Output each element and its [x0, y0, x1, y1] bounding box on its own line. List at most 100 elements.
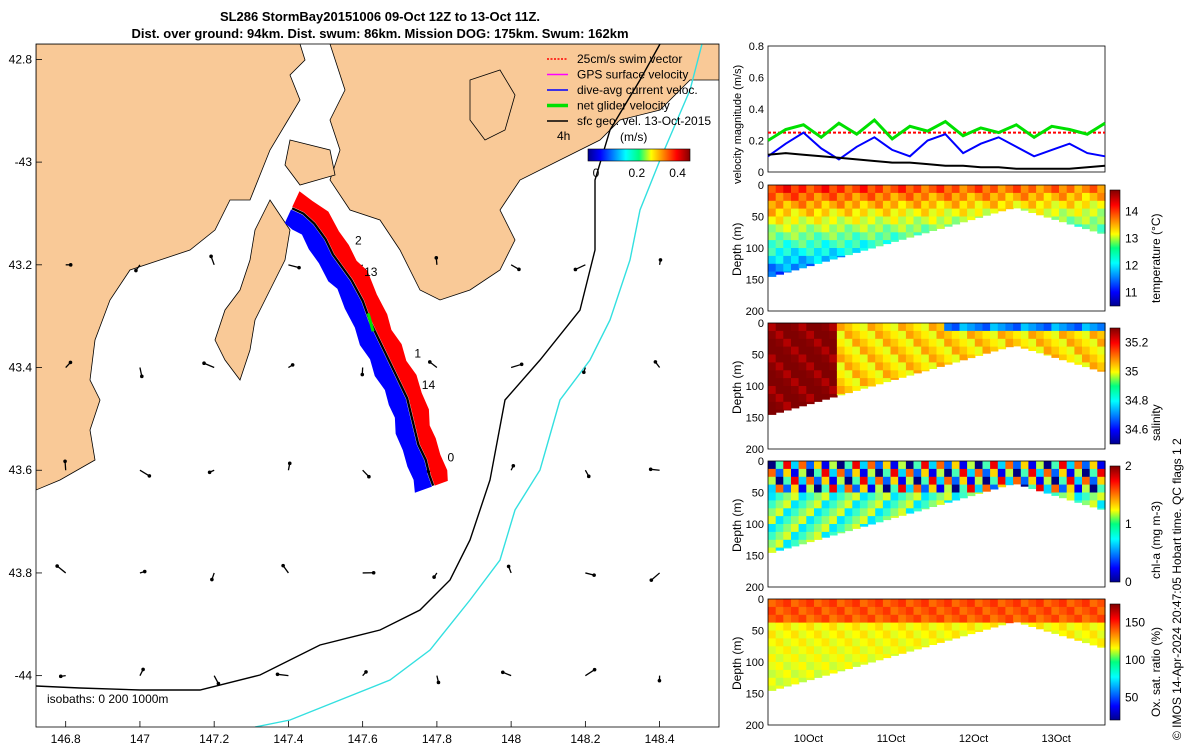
profile-cell — [867, 622, 876, 632]
profile-cell — [783, 232, 792, 241]
profile-cell — [1066, 330, 1075, 340]
profile-cell — [775, 677, 784, 687]
profile-cell — [829, 248, 838, 257]
profile-cell — [814, 255, 823, 264]
profile-cell — [1097, 346, 1106, 356]
profile-cell — [768, 393, 777, 403]
profile-cell — [821, 232, 830, 241]
profile-cell — [890, 323, 899, 332]
sfc-velocity-arrow — [585, 669, 595, 677]
profile-cell — [890, 362, 899, 371]
profile-cell — [890, 330, 899, 340]
profile-cell — [783, 476, 792, 486]
profile-cell — [974, 192, 984, 202]
sfc-velocity-arrow-head — [573, 267, 578, 272]
profile-cell — [967, 216, 976, 221]
profile-cell — [967, 354, 976, 359]
map-x-tick-label: 147.8 — [422, 732, 452, 746]
profile-cell — [798, 638, 807, 647]
isobath-1000m — [254, 44, 703, 727]
profile-cell — [768, 646, 777, 655]
profile-cell — [890, 630, 899, 639]
profile-cell — [791, 224, 800, 233]
profile-cell — [1043, 200, 1052, 210]
profile-cell — [1013, 476, 1022, 485]
profile-cell — [967, 461, 976, 470]
profile-cell — [982, 606, 991, 616]
velocity-series-line — [767, 152, 1106, 170]
depth-tick-label: 150 — [746, 275, 764, 287]
profile-cell — [974, 630, 984, 632]
profile-cell — [1097, 484, 1106, 494]
profile-cell — [1036, 614, 1045, 624]
profile-cell — [898, 208, 907, 218]
profile-cell — [791, 606, 800, 616]
profile-cell — [913, 232, 922, 236]
sfc-velocity-arrow-head — [648, 467, 653, 472]
profile-cell — [836, 662, 846, 671]
velocity-panel-frame — [767, 45, 1106, 173]
profile-cell — [936, 599, 945, 608]
profile-cell — [859, 599, 869, 608]
profile-cell — [951, 614, 961, 624]
profile-cell — [821, 240, 830, 249]
profile-cell — [1089, 622, 1098, 632]
profile-cell — [944, 492, 953, 501]
profile-cell — [913, 346, 922, 356]
profile-cell — [775, 386, 784, 395]
profile-cell — [944, 468, 953, 478]
sfc-velocity-arrow-head — [517, 267, 521, 272]
profile-cell — [1036, 208, 1045, 216]
track-label: 2 — [355, 234, 362, 248]
profile-cell — [974, 468, 984, 478]
profile-colorbar — [1109, 603, 1121, 721]
profile-cell — [775, 216, 784, 225]
profile-cell — [829, 378, 838, 387]
profile-cell — [1082, 599, 1091, 608]
profile-cell — [967, 330, 976, 340]
profile-cell — [1089, 492, 1098, 501]
profile-cell — [928, 192, 938, 202]
sfc-velocity-arrow-head — [658, 258, 663, 262]
profile-cell — [768, 622, 777, 632]
profile-cell — [859, 208, 869, 218]
profile-cell — [936, 354, 945, 363]
profile-cell — [875, 500, 884, 509]
profile-cell — [783, 401, 792, 411]
profile-cell — [890, 500, 899, 509]
profile-cell — [829, 338, 838, 348]
profile-cell — [798, 323, 807, 332]
profile-cell — [982, 208, 991, 216]
land-maria-island — [469, 69, 516, 141]
profile-cell — [1059, 200, 1068, 210]
profile-cell — [974, 330, 984, 340]
profile-cell — [844, 516, 853, 525]
sfc-velocity-arrow-head — [592, 573, 596, 577]
profile-cell — [775, 208, 784, 218]
profile-cell — [814, 662, 823, 671]
profile-cell — [1066, 468, 1075, 478]
profile-cell — [882, 354, 892, 363]
profile-cell — [1089, 461, 1098, 470]
profile-cell — [844, 185, 853, 194]
profile-cell — [1020, 200, 1030, 210]
profile-cell — [806, 240, 815, 249]
sfc-velocity-arrow-head — [68, 263, 73, 267]
profile-cell — [898, 370, 907, 378]
profile-cell — [783, 248, 792, 257]
profile-cell — [944, 354, 953, 363]
profile-cell — [1066, 599, 1075, 608]
profile-cell — [1005, 476, 1014, 486]
profile-cell — [829, 393, 838, 398]
profile-cell — [944, 338, 953, 348]
profile-cell — [913, 646, 922, 650]
profile-cell — [1074, 630, 1083, 639]
sfc-velocity-arrow — [139, 469, 150, 477]
profile-cell — [775, 599, 784, 608]
profile-cell — [1051, 354, 1060, 358]
profile-cell — [798, 646, 807, 655]
profile-cell — [768, 630, 777, 639]
sfc-velocity-arrow-head — [68, 360, 73, 365]
profile-cell — [875, 330, 884, 340]
profile-cell — [951, 216, 961, 225]
